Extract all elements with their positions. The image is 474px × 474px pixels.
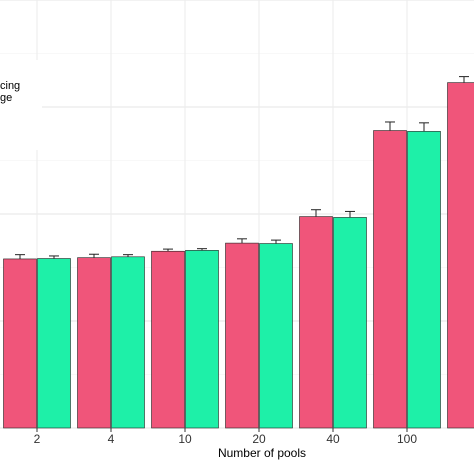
legend-line-2: ge xyxy=(0,92,12,104)
x-axis-title: Number of pools xyxy=(218,446,306,460)
x-tick-label: 2 xyxy=(34,432,41,446)
bar xyxy=(3,258,37,429)
x-tick-label: 4 xyxy=(108,432,115,446)
bar xyxy=(37,258,71,429)
x-tick-label: 100 xyxy=(397,432,417,446)
bar xyxy=(77,257,111,429)
bar xyxy=(225,242,259,429)
x-tick-label: 20 xyxy=(252,432,266,446)
bar xyxy=(151,250,185,429)
bar xyxy=(447,82,474,429)
bar xyxy=(373,130,407,429)
bar xyxy=(111,256,145,429)
bar xyxy=(185,250,219,429)
bar xyxy=(259,243,293,429)
bar xyxy=(407,131,441,429)
bar xyxy=(299,216,333,429)
legend-box xyxy=(0,60,42,150)
bar xyxy=(333,217,367,429)
bars xyxy=(3,76,474,429)
x-tick-label: 40 xyxy=(326,432,340,446)
x-axis-ticks: 2 4 10 20 40 100 xyxy=(34,428,417,446)
legend-line-1: cing xyxy=(0,80,20,92)
x-tick-label: 10 xyxy=(178,432,192,446)
legend: cing ge xyxy=(0,60,42,150)
